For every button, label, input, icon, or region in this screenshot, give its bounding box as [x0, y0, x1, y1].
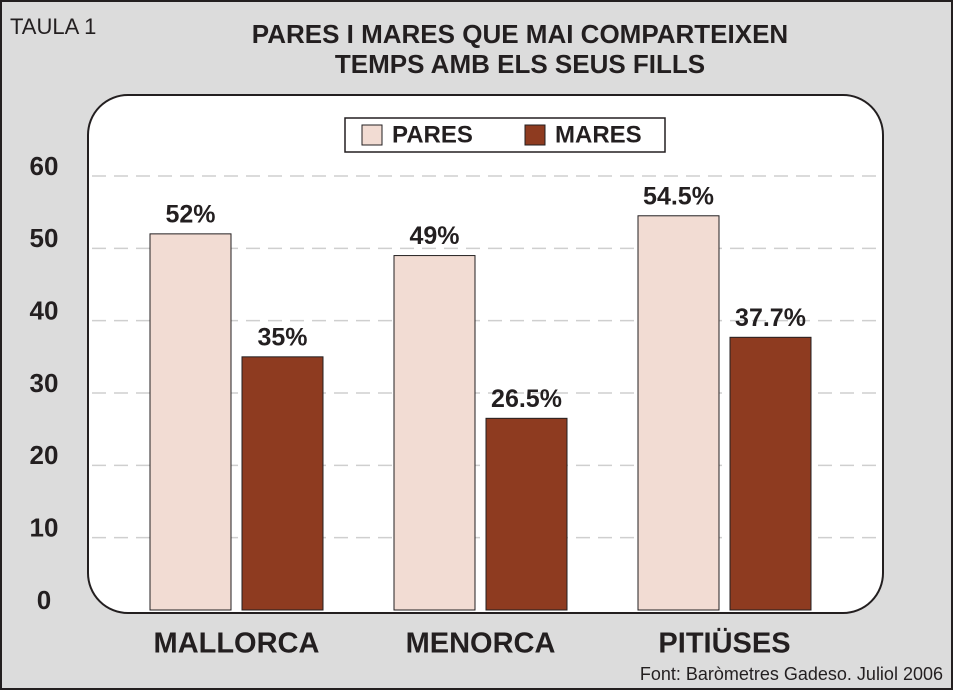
- legend-box: [344, 117, 666, 153]
- bar: [729, 336, 812, 611]
- legend-swatch: [524, 124, 546, 146]
- bar: [241, 356, 324, 611]
- table-label: TAULA 1: [10, 14, 96, 39]
- y-tick-label: 60: [30, 151, 59, 181]
- y-tick-label: 0: [37, 585, 51, 615]
- data-label: 26.5%: [491, 385, 562, 413]
- data-label: 52%: [165, 200, 215, 228]
- legend-label: MARES: [555, 121, 642, 148]
- x-tick-label: PITIÜSES: [658, 627, 790, 660]
- chart-title: PARES I MARES QUE MAI COMPARTEIXEN: [252, 19, 788, 49]
- data-label: 49%: [409, 222, 459, 250]
- bar: [393, 255, 476, 611]
- y-tick-label: 50: [30, 223, 59, 253]
- chart-title: TEMPS AMB ELS SEUS FILLS: [335, 49, 705, 79]
- data-label: 54.5%: [643, 182, 714, 210]
- x-tick-label: MENORCA: [406, 628, 556, 660]
- bar: [485, 417, 568, 611]
- x-tick-label: MALLORCA: [154, 628, 320, 660]
- legend: [344, 117, 666, 153]
- legend-swatch: [361, 124, 383, 146]
- y-tick-label: 20: [30, 440, 59, 470]
- y-tick-label: 30: [30, 368, 59, 398]
- y-tick-label: 40: [30, 296, 59, 326]
- source: Font: Baròmetres Gadeso. Juliol 2006: [640, 664, 943, 684]
- data-label: 35%: [257, 323, 307, 351]
- legend-label: PARES: [392, 121, 473, 148]
- bar: [149, 233, 232, 611]
- bar: [637, 215, 720, 611]
- data-label: 37.7%: [735, 304, 806, 332]
- y-tick-label: 10: [30, 513, 59, 543]
